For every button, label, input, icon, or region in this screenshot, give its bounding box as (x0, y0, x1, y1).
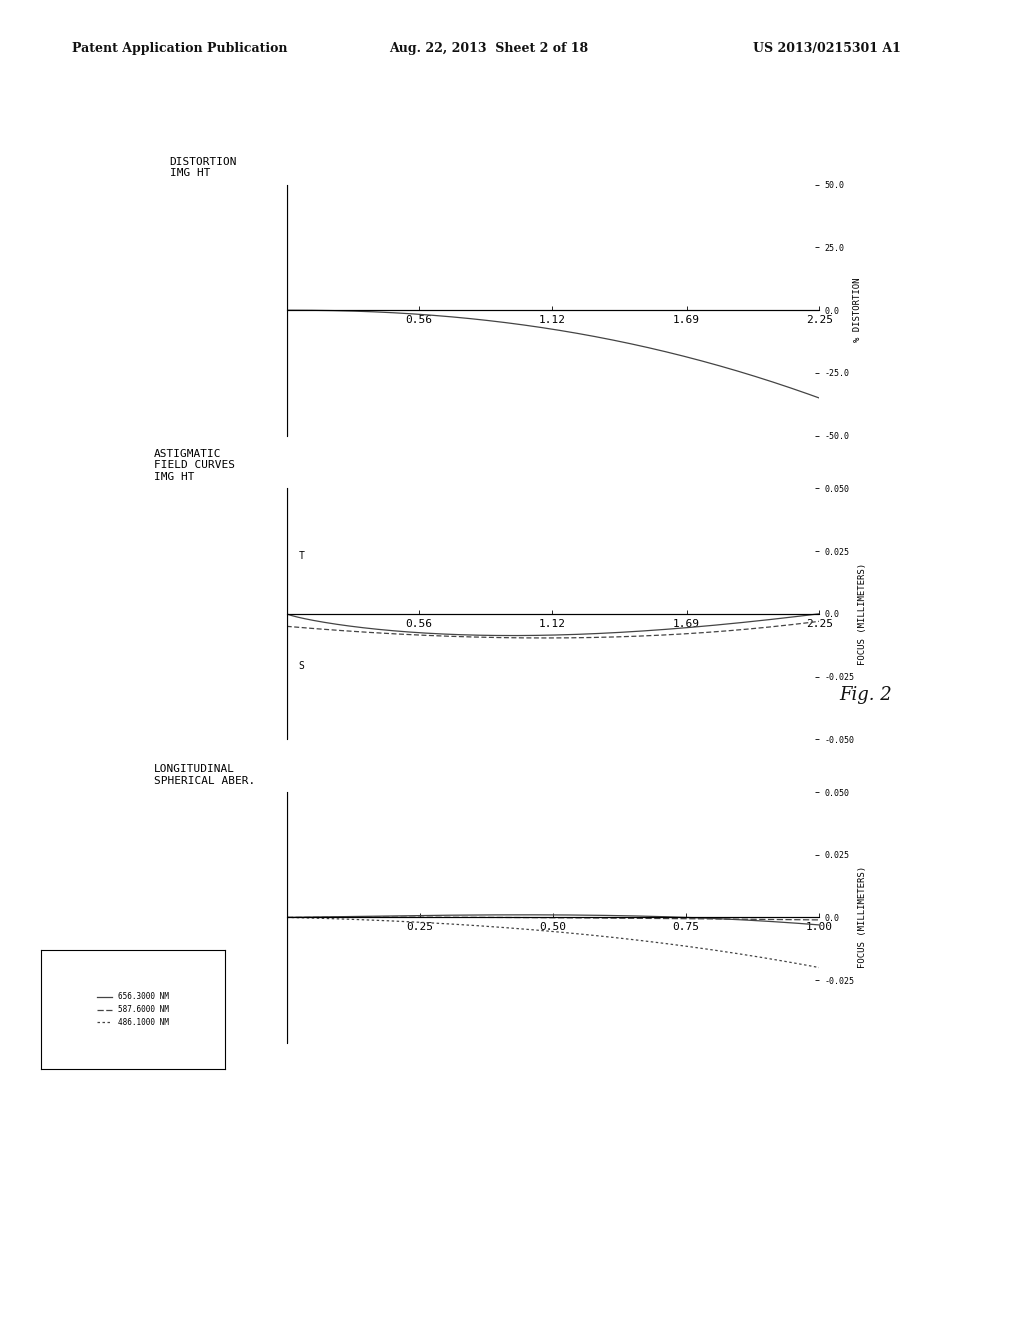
Text: Patent Application Publication: Patent Application Publication (72, 42, 287, 55)
Text: S: S (299, 661, 304, 671)
Y-axis label: FOCUS (MILLIMETERS): FOCUS (MILLIMETERS) (858, 866, 867, 969)
Legend: 656.3000 NM, 587.6000 NM, 486.1000 NM: 656.3000 NM, 587.6000 NM, 486.1000 NM (94, 990, 172, 1030)
Text: DISTORTION
IMG HT: DISTORTION IMG HT (170, 157, 238, 178)
Text: ASTIGMATIC
FIELD CURVES
IMG HT: ASTIGMATIC FIELD CURVES IMG HT (154, 449, 234, 482)
Y-axis label: FOCUS (MILLIMETERS): FOCUS (MILLIMETERS) (858, 562, 867, 665)
Y-axis label: % DISTORTION: % DISTORTION (853, 279, 862, 342)
Text: US 2013/0215301 A1: US 2013/0215301 A1 (753, 42, 900, 55)
Text: T: T (299, 550, 304, 561)
Text: Fig. 2: Fig. 2 (840, 686, 893, 705)
Text: LONGITUDINAL
SPHERICAL ABER.: LONGITUDINAL SPHERICAL ABER. (154, 764, 255, 785)
Text: Aug. 22, 2013  Sheet 2 of 18: Aug. 22, 2013 Sheet 2 of 18 (389, 42, 588, 55)
